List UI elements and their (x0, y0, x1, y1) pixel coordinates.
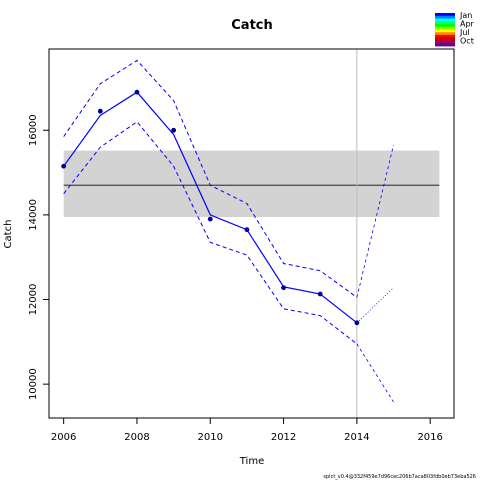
forecast-mean-line (356, 287, 394, 324)
observed-point (97, 108, 103, 114)
y-tick-label: 12000 (28, 284, 39, 316)
legend-color-swatch (435, 21, 455, 25)
legend-color-swatch (435, 13, 455, 17)
observed-point (244, 227, 250, 233)
observed-point (134, 89, 140, 95)
y-tick-label: 10000 (28, 368, 39, 400)
legend-color-swatch (435, 26, 455, 30)
observed-point (317, 291, 323, 297)
reference-band (63, 150, 440, 217)
observed-point (61, 163, 67, 169)
x-tick-label: 2010 (198, 432, 223, 443)
y-tick-label: 16000 (28, 114, 39, 146)
axes: 2006 2008 2010 2012 2014 2016 10000 12000 14000 1… (28, 114, 443, 443)
legend-color-swatch (435, 18, 455, 22)
legend-color-swatch (435, 35, 455, 39)
forecast-upper-line (356, 145, 394, 298)
x-tick-label: 2016 (417, 432, 442, 443)
legend-label: Apr (460, 20, 475, 29)
chart-title: Catch (231, 18, 273, 33)
observed-point (281, 285, 286, 291)
x-tick-label: 2008 (124, 432, 149, 443)
y-tick-label: 14000 (28, 199, 39, 231)
estimate-line (63, 91, 358, 324)
x-tick-label: 2006 (51, 432, 76, 443)
legend-color-swatch (435, 24, 455, 28)
legend-color-swatch (435, 15, 455, 19)
legend-color-swatch (435, 40, 455, 44)
plot-frame (48, 48, 455, 419)
lower-ci-line (63, 121, 358, 345)
y-axis-label: Catch (3, 220, 14, 249)
x-tick-label: 2014 (344, 432, 369, 443)
legend-color-swatch (435, 37, 455, 41)
observed-point (354, 320, 360, 326)
x-tick-label: 2012 (271, 432, 296, 443)
observed-point (171, 127, 177, 133)
legend-label: Jul (459, 28, 470, 37)
observed-point (207, 216, 213, 222)
footer-version: spict_v0.4@332f459e7d96cec206b7aca803fdb… (323, 474, 476, 480)
legend-label: Jan (459, 11, 472, 20)
legend-label: Oct (460, 37, 474, 46)
upper-ci-line (63, 59, 358, 298)
plot-area (61, 49, 440, 418)
legend-color-swatch (435, 32, 455, 36)
legend-color-swatch (435, 29, 455, 33)
legend-color-swatch (435, 43, 455, 47)
x-axis-label: Time (239, 456, 264, 467)
